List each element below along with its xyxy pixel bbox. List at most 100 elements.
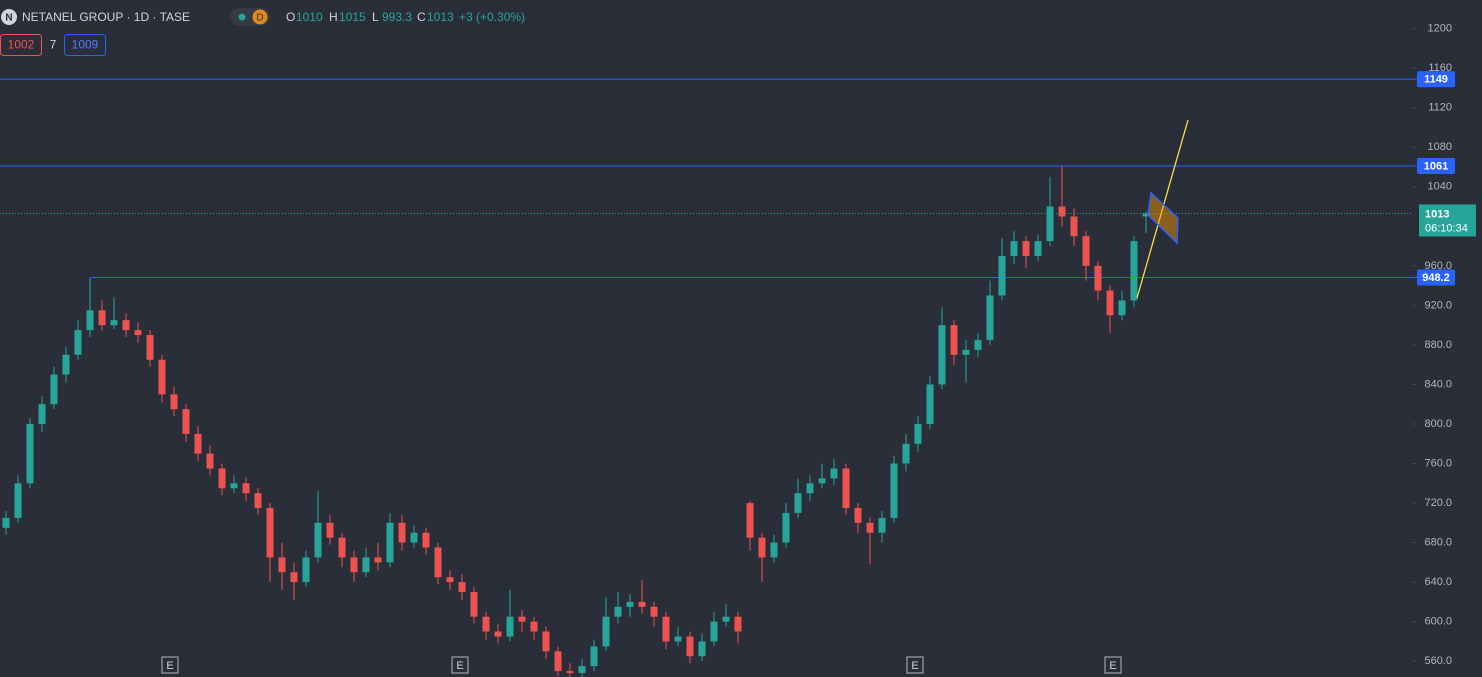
candle-body (170, 394, 178, 410)
candle-body (1010, 241, 1018, 256)
candle-body (1082, 236, 1090, 266)
ohlc-value: 1013 (427, 10, 454, 24)
axis: 560.0 600.0 640.0 680.0 720.0 760.0 800.0 840.0… (1412, 23, 1452, 667)
ohlc-value: 1010 (296, 10, 323, 24)
candle-body (182, 409, 190, 434)
candle-body (470, 592, 478, 617)
candle-body (26, 423, 34, 484)
candle-body (974, 339, 982, 350)
symbol-title[interactable]: NETANEL GROUP · 1D · TASE (22, 10, 190, 24)
candle-body (914, 423, 922, 444)
price-label-box (1417, 158, 1455, 175)
candle-body (38, 404, 46, 424)
candle-body (410, 532, 418, 543)
y-tick-label: 1080 (1428, 141, 1452, 153)
candle-body (1058, 206, 1066, 217)
candle-body (266, 507, 274, 558)
price-label-box (1417, 269, 1455, 286)
candle-body (242, 483, 250, 494)
candle-body (518, 616, 526, 622)
candle-body (638, 601, 646, 607)
candle-body (482, 616, 490, 632)
candle-body (1142, 213, 1150, 217)
candle-body (746, 503, 754, 538)
candle-body (626, 601, 634, 607)
candle-body (938, 325, 946, 385)
candle-body (782, 512, 790, 543)
candle-body (374, 557, 382, 563)
flag-drawing[interactable] (1147, 191, 1179, 245)
candle-body (2, 517, 10, 528)
y-tick-label: 720.0 (1424, 497, 1452, 509)
price-label: 948.2 (1422, 272, 1450, 284)
candle-body (110, 320, 118, 326)
y-tick-label: 1120 (1428, 102, 1452, 114)
candle-body (98, 310, 106, 326)
candle-body (62, 354, 70, 375)
logo (1, 9, 17, 25)
candle-body (218, 468, 226, 489)
candle-body (566, 671, 574, 674)
candle-body (662, 616, 670, 642)
candle-body (590, 646, 598, 667)
candle-body (386, 522, 394, 563)
candle-body (950, 325, 958, 355)
candle-body (134, 330, 142, 336)
y-tick-label: 600.0 (1424, 616, 1452, 628)
price-label: 1061 (1424, 160, 1448, 172)
y-tick-label: 960.0 (1424, 260, 1452, 272)
event-marker[interactable] (906, 656, 924, 674)
event-label: E (456, 660, 463, 672)
candle-body (1070, 216, 1078, 237)
candle-body (554, 651, 562, 672)
event-marker[interactable] (451, 656, 469, 674)
candle-body (14, 483, 22, 518)
event-label: E (1109, 660, 1116, 672)
candle-body (314, 522, 322, 558)
candle-body (506, 616, 514, 637)
y-tick-label: 840.0 (1424, 378, 1452, 390)
candle-body (1094, 265, 1102, 291)
event-label: E (166, 660, 173, 672)
badge (252, 9, 268, 25)
event-marker[interactable] (1104, 656, 1122, 674)
candle-body (326, 522, 334, 538)
candle-body (998, 255, 1006, 296)
candle-body (350, 557, 358, 573)
candle-body (194, 433, 202, 454)
candle-body (710, 621, 718, 642)
ohlc-value: 993.3 (382, 10, 412, 24)
candle-body (86, 310, 94, 331)
trend-line[interactable] (1136, 119, 1189, 299)
candle-body (818, 478, 826, 484)
candle-body (758, 537, 766, 558)
candle-body (878, 517, 886, 533)
event-marker[interactable] (161, 656, 179, 674)
candle-body (290, 572, 298, 583)
candle-body (74, 330, 82, 355)
candle-body (338, 537, 346, 558)
indicator-box[interactable] (0, 34, 42, 56)
candle-body (398, 522, 406, 543)
candle-body (806, 483, 814, 494)
candle-body (158, 359, 166, 395)
candle-body (686, 636, 694, 657)
candle-body (302, 557, 310, 583)
candle-body (602, 616, 610, 647)
indicator-box[interactable] (64, 34, 106, 56)
indicator-value: 7 (50, 38, 57, 52)
candle-body (362, 557, 370, 573)
candle-body (458, 582, 466, 593)
candle-body (830, 468, 838, 479)
candle-body (734, 616, 742, 632)
candle-body (494, 631, 502, 637)
candle-body (962, 349, 970, 355)
candle-body (1130, 241, 1138, 301)
y-tick-label: 1200 (1428, 23, 1452, 35)
candle-body (254, 493, 262, 508)
y-tick-label: 680.0 (1424, 536, 1452, 548)
candle-body (578, 666, 586, 674)
